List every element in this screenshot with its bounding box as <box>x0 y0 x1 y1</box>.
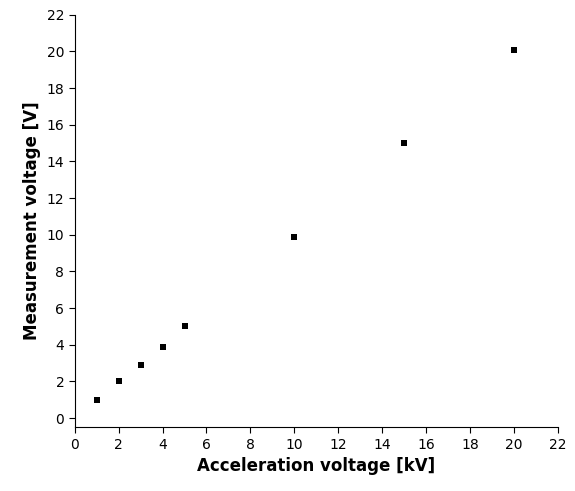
Point <box>158 343 167 351</box>
Point <box>114 378 123 385</box>
Point <box>290 233 299 241</box>
Point <box>400 139 409 147</box>
Y-axis label: Measurement voltage [V]: Measurement voltage [V] <box>23 102 41 340</box>
X-axis label: Acceleration voltage [kV]: Acceleration voltage [kV] <box>197 457 435 475</box>
Point <box>92 396 101 404</box>
Point <box>136 361 145 369</box>
Point <box>509 46 519 54</box>
Point <box>180 323 189 330</box>
